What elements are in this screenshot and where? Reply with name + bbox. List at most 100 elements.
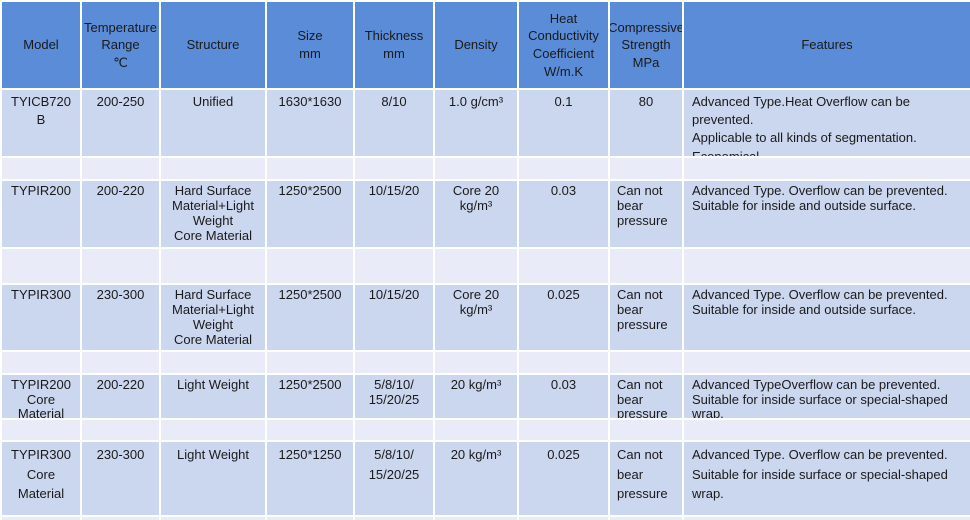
cell-density: Core 20 kg/m³ [433,285,517,350]
table-row: TYPIR300 230-300 Hard Surface Material+Lig… [2,283,970,350]
separator-cell [517,420,608,440]
separator-cell [265,517,353,520]
separator-row [2,515,970,520]
cell-structure: Hard Surface Material+Light Weight Core … [159,285,265,350]
table-row: TYPIR200 200-220 Hard Surface Material+Lig… [2,179,970,247]
cell-density: 20 kg/m³ [433,375,517,418]
separator-cell [517,158,608,179]
header-cell-features: Features [682,2,970,88]
separator-cell [2,249,80,283]
separator-cell [159,517,265,520]
separator-cell [265,249,353,283]
separator-cell [433,249,517,283]
table-row: TYPIR300 Core Material 230-300 Light Weigh… [2,440,970,515]
separator-cell [2,517,80,520]
separator-cell [80,249,159,283]
cell-compressive-strength: 80 [608,90,682,156]
separator-cell [608,352,682,373]
cell-model: TYPIR300 [2,285,80,350]
cell-size: 1250*1250 [265,442,353,515]
cell-heat-conductivity: 0.1 [517,90,608,156]
separator-cell [682,249,970,283]
cell-density: Core 20 kg/m³ [433,181,517,247]
separator-cell [159,352,265,373]
cell-compressive-strength: Can not bear pressure [608,442,682,515]
cell-compressive-strength: Can not bear pressure [608,375,682,418]
separator-cell [608,249,682,283]
cell-temperature-range: 230-300 [80,285,159,350]
header-cell-structure: Structure [159,2,265,88]
separator-cell [2,420,80,440]
table-header-row: Model Temperature Range ℃ Structure Size mm… [2,0,970,88]
separator-cell [2,158,80,179]
header-cell-model: Model [2,2,80,88]
separator-cell [80,420,159,440]
cell-temperature-range: 200-250 [80,90,159,156]
header-cell-density: Density [433,2,517,88]
cell-heat-conductivity: 0.025 [517,442,608,515]
cell-temperature-range: 200-220 [80,181,159,247]
cell-heat-conductivity: 0.025 [517,285,608,350]
cell-model: TYICB720 B [2,90,80,156]
cell-features: Advanced TypeOverflow can be prevented. … [682,375,970,418]
cell-density: 20 kg/m³ [433,442,517,515]
cell-heat-conductivity: 0.03 [517,375,608,418]
header-cell-size: Size mm [265,2,353,88]
separator-cell [433,517,517,520]
cell-temperature-range: 230-300 [80,442,159,515]
cell-model: TYPIR200 Core Material [2,375,80,418]
table-row: TYPIR200 Core Material 200-220 Light Weigh… [2,373,970,418]
cell-model: TYPIR200 [2,181,80,247]
separator-cell [608,517,682,520]
separator-cell [682,352,970,373]
cell-thickness: 10/15/20 [353,181,433,247]
separator-cell [608,158,682,179]
separator-cell [353,420,433,440]
cell-thickness: 5/8/10/ 15/20/25 [353,375,433,418]
separator-cell [265,158,353,179]
header-cell-thickness: Thickness mm [353,2,433,88]
separator-cell [265,352,353,373]
cell-heat-conductivity: 0.03 [517,181,608,247]
separator-cell [353,352,433,373]
separator-cell [682,158,970,179]
header-cell-compressive-strength: Compressive Strength MPa [608,2,682,88]
cell-structure: Light Weight [159,375,265,418]
separator-cell [80,158,159,179]
header-cell-temperature-range: Temperature Range ℃ [80,2,159,88]
separator-row [2,418,970,440]
separator-cell [517,249,608,283]
cell-compressive-strength: Can not bear pressure [608,181,682,247]
cell-thickness: 10/15/20 [353,285,433,350]
separator-cell [80,517,159,520]
separator-cell [433,158,517,179]
cell-size: 1630*1630 [265,90,353,156]
separator-row [2,247,970,283]
cell-structure: Hard Surface Material+Light Weight Core … [159,181,265,247]
separator-cell [682,420,970,440]
separator-cell [608,420,682,440]
separator-cell [353,158,433,179]
separator-cell [517,517,608,520]
cell-structure: Light Weight [159,442,265,515]
separator-cell [353,249,433,283]
separator-row [2,350,970,373]
separator-row [2,156,970,179]
cell-features: Advanced Type.Heat Overflow can be preve… [682,90,970,156]
cell-size: 1250*2500 [265,181,353,247]
cell-size: 1250*2500 [265,375,353,418]
header-cell-heat-conductivity: Heat Conductivity Coefficient W/m.K [517,2,608,88]
cell-features: Advanced Type. Overflow can be prevented… [682,442,970,515]
separator-cell [682,517,970,520]
separator-cell [433,352,517,373]
cell-compressive-strength: Can not bear pressure [608,285,682,350]
separator-cell [265,420,353,440]
separator-cell [80,352,159,373]
separator-cell [159,158,265,179]
separator-cell [353,517,433,520]
cell-density: 1.0 g/cm³ [433,90,517,156]
separator-cell [2,352,80,373]
cell-model: TYPIR300 Core Material [2,442,80,515]
